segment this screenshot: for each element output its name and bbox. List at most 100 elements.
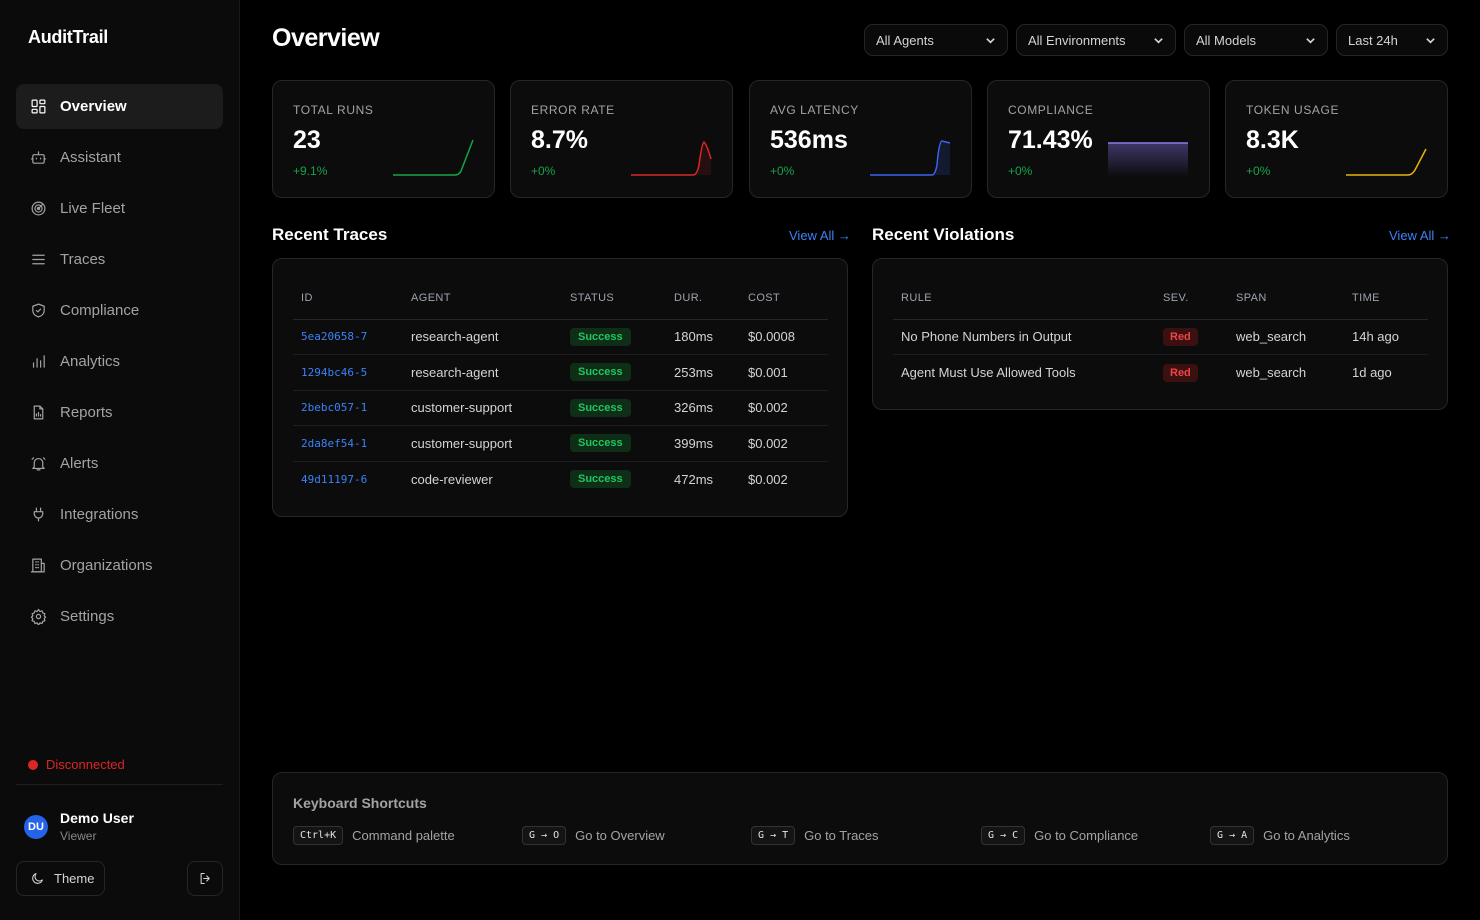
shortcut-item: Ctrl+K Command palette — [293, 826, 455, 845]
column-header[interactable]: AGENT — [403, 277, 562, 320]
recent-violations-title: Recent Violations — [872, 225, 1015, 244]
shortcut-keys: Ctrl+K — [293, 826, 344, 845]
environments-filter-select[interactable]: All Environments — [1016, 24, 1176, 56]
gear-icon — [30, 608, 47, 625]
shortcut-label: Go to Traces — [804, 828, 879, 843]
kpi-label: ERROR RATE — [531, 103, 615, 117]
trace-id-link[interactable]: 2da8ef54-1 — [293, 425, 403, 462]
time-range-select[interactable]: Last 24h — [1336, 24, 1448, 56]
sidebar-item-analytics[interactable]: Analytics — [16, 339, 223, 384]
kpi-label: TOTAL RUNS — [293, 103, 374, 117]
app-logo[interactable]: AuditTrail — [28, 27, 109, 47]
trace-agent: customer-support — [403, 390, 562, 426]
kpi-value: 71.43% — [1008, 126, 1093, 154]
kpi-delta: +0% — [531, 164, 556, 178]
plug-icon — [33, 507, 44, 522]
sidebar-item-label: Live Fleet — [60, 200, 126, 217]
sidebar-item-label: Assistant — [60, 149, 121, 166]
column-header[interactable]: SEV. — [1155, 277, 1228, 320]
chevron-down-icon — [1426, 38, 1435, 44]
violation-time: 14h ago — [1344, 319, 1428, 355]
trace-id-link[interactable]: 2bebc057-1 — [293, 390, 403, 426]
kpi-value: 8.3K — [1246, 126, 1299, 154]
user-role: Viewer — [60, 829, 97, 843]
table-header-row: RULE SEV. SPAN TIME — [893, 277, 1428, 320]
connection-status: Disconnected — [28, 757, 125, 772]
theme-button[interactable]: Theme — [16, 861, 105, 896]
shortcut-item: G → O Go to Overview — [522, 826, 665, 845]
kpi-card-total-runs[interactable]: TOTAL RUNS 23 +9.1% — [272, 80, 495, 198]
kpi-card-avg-latency[interactable]: AVG LATENCY 536ms +0% — [749, 80, 972, 198]
sparkline — [1346, 148, 1427, 176]
trace-agent: research-agent — [403, 319, 562, 355]
shortcut-label: Go to Compliance — [1034, 828, 1139, 843]
kpi-delta: +9.1% — [293, 164, 328, 178]
status-dot-icon — [28, 759, 38, 770]
trace-cost: $0.002 — [740, 390, 828, 426]
sidebar-item-label: Traces — [60, 251, 106, 268]
violations-view-all-link[interactable]: View All → — [1389, 228, 1451, 243]
column-header[interactable]: RULE — [893, 277, 1155, 320]
table-row[interactable]: No Phone Numbers in Output Red web_searc… — [893, 319, 1428, 355]
kpi-card-token-usage[interactable]: TOKEN USAGE 8.3K +0% — [1225, 80, 1448, 198]
sparkline — [393, 139, 474, 176]
status-badge: Success — [570, 398, 631, 417]
shortcut-item: G → A Go to Analytics — [1210, 826, 1350, 845]
chevron-down-icon — [1306, 38, 1315, 44]
table-row[interactable]: 49d11197-6 code-reviewer Success 472ms $… — [293, 461, 828, 497]
radar-icon — [31, 201, 46, 216]
agents-filter-select[interactable]: All Agents — [864, 24, 1008, 56]
trace-id-link[interactable]: 5ea20658-7 — [293, 319, 403, 355]
shortcut-keys: G → A — [1210, 826, 1255, 845]
status-badge: Success — [570, 363, 631, 382]
sidebar-item-alerts[interactable]: Alerts — [16, 441, 223, 486]
kpi-label: COMPLIANCE — [1008, 103, 1094, 117]
table-row[interactable]: 5ea20658-7 research-agent Success 180ms … — [293, 319, 828, 355]
kpi-card-error-rate[interactable]: ERROR RATE 8.7% +0% — [510, 80, 733, 198]
column-header[interactable]: TIME — [1344, 277, 1428, 320]
kpi-label: AVG LATENCY — [770, 103, 859, 117]
table-row[interactable]: Agent Must Use Allowed Tools Red web_sea… — [893, 355, 1428, 391]
violation-rule: Agent Must Use Allowed Tools — [901, 365, 1076, 380]
sidebar-item-live-fleet[interactable]: Live Fleet — [16, 186, 223, 231]
sidebar-item-label: Settings — [60, 608, 115, 625]
column-header[interactable]: SPAN — [1228, 277, 1344, 320]
table-row[interactable]: 2da8ef54-1 customer-support Success 399m… — [293, 425, 828, 462]
sidebar-item-traces[interactable]: Traces — [16, 237, 223, 282]
sidebar-item-organizations[interactable]: Organizations — [16, 543, 223, 588]
user-name: Demo User — [60, 810, 134, 826]
sidebar-nav: Overview Assistant Live Fleet Traces Com… — [16, 84, 223, 645]
sidebar-item-assistant[interactable]: Assistant — [16, 135, 223, 180]
list-icon — [32, 254, 45, 265]
column-header[interactable]: STATUS — [562, 277, 666, 320]
bar-chart-icon — [32, 355, 45, 368]
shortcut-item: G → T Go to Traces — [751, 826, 879, 845]
shield-check-icon — [32, 303, 45, 318]
logout-button[interactable] — [187, 861, 223, 896]
sidebar-item-compliance[interactable]: Compliance — [16, 288, 223, 333]
violation-span: web_search — [1236, 365, 1307, 380]
trace-id-link[interactable]: 1294bc46-5 — [293, 354, 403, 391]
kpi-value: 8.7% — [531, 126, 588, 154]
theme-button-label: Theme — [54, 871, 95, 886]
status-badge: Success — [570, 434, 631, 453]
sidebar-item-label: Overview — [60, 98, 127, 115]
column-header[interactable]: COST — [740, 277, 828, 320]
column-header[interactable]: ID — [293, 277, 403, 320]
sidebar-item-reports[interactable]: Reports — [16, 390, 223, 435]
grid-icon — [31, 99, 46, 114]
models-filter-select[interactable]: All Models — [1184, 24, 1328, 56]
trace-agent: code-reviewer — [411, 471, 493, 487]
trace-duration: 399ms — [666, 425, 740, 462]
sidebar-item-overview[interactable]: Overview — [16, 84, 223, 129]
kpi-card-compliance[interactable]: COMPLIANCE 71.43% +0% — [987, 80, 1210, 198]
table-row[interactable]: 1294bc46-5 research-agent Success 253ms … — [293, 354, 828, 391]
user-profile[interactable]: DU Demo User Viewer — [24, 810, 134, 843]
sidebar-item-settings[interactable]: Settings — [16, 594, 223, 639]
table-row[interactable]: 2bebc057-1 customer-support Success 326m… — [293, 390, 828, 426]
trace-cost: $0.001 — [740, 354, 828, 391]
sidebar-item-integrations[interactable]: Integrations — [16, 492, 223, 537]
column-header[interactable]: DUR. — [666, 277, 740, 320]
trace-id-link[interactable]: 49d11197-6 — [301, 472, 368, 486]
traces-view-all-link[interactable]: View All → — [789, 228, 851, 243]
